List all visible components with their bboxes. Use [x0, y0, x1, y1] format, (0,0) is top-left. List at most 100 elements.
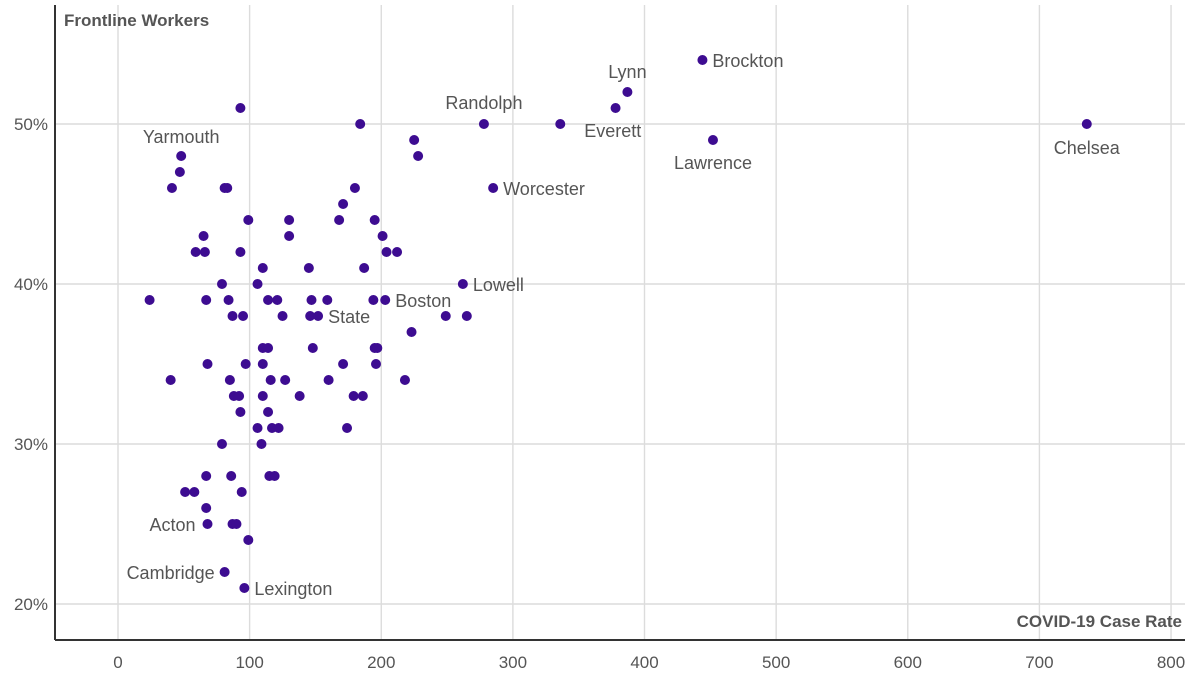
data-point [243, 535, 254, 545]
point-label-boston: Boston [395, 291, 451, 311]
data-point-chelsea [1081, 119, 1092, 129]
data-point [257, 359, 268, 369]
data-point [235, 247, 246, 257]
data-point [284, 231, 295, 241]
data-point [306, 295, 317, 305]
data-point-lowell [457, 279, 468, 289]
data-point [323, 375, 334, 385]
data-point [303, 263, 314, 273]
data-point [413, 151, 424, 161]
data-point [223, 295, 234, 305]
x-tick-label-500: 500 [762, 653, 790, 672]
data-point [202, 359, 213, 369]
data-point [272, 295, 283, 305]
data-point [355, 119, 366, 129]
data-point [377, 231, 388, 241]
y-axis-title: Frontline Workers [64, 11, 209, 30]
point-label-everett: Everett [584, 121, 641, 141]
data-point [165, 375, 176, 385]
data-point [610, 103, 621, 113]
data-point [263, 407, 274, 417]
data-point [256, 439, 267, 449]
data-point-worcester [488, 183, 499, 193]
data-point-brockton [697, 55, 708, 65]
data-point [334, 215, 345, 225]
data-point [199, 247, 210, 257]
data-point [257, 391, 268, 401]
data-point [238, 311, 249, 321]
point-label-acton: Acton [149, 515, 195, 535]
data-point [269, 471, 280, 481]
data-point [252, 279, 263, 289]
x-tick-label-100: 100 [235, 653, 263, 672]
data-point [226, 471, 237, 481]
point-label-lowell: Lowell [473, 275, 524, 295]
data-point [227, 311, 238, 321]
data-point [406, 327, 417, 337]
data-point [370, 359, 381, 369]
data-point [190, 247, 201, 257]
data-point [342, 423, 353, 433]
data-points [144, 55, 1092, 593]
x-tick-label-600: 600 [894, 653, 922, 672]
y-tick-label-50: 50% [14, 115, 48, 134]
data-point-cambridge [219, 567, 230, 577]
data-point [359, 263, 370, 273]
data-point [216, 279, 227, 289]
data-point [201, 503, 212, 513]
data-point [216, 439, 227, 449]
data-point-state [313, 311, 324, 321]
data-point [180, 487, 191, 497]
data-point-boston [380, 295, 391, 305]
data-point [231, 519, 242, 529]
data-point [369, 215, 380, 225]
point-label-lawrence: Lawrence [674, 153, 752, 173]
data-point [338, 199, 349, 209]
data-point [399, 375, 410, 385]
data-point [280, 375, 291, 385]
data-point-yarmouth [176, 151, 187, 161]
point-label-worcester: Worcester [503, 179, 585, 199]
data-point-acton [202, 519, 213, 529]
data-point [201, 471, 212, 481]
data-point [409, 135, 420, 145]
point-label-state: State [328, 307, 370, 327]
data-point [284, 215, 295, 225]
data-point [257, 263, 268, 273]
data-point [240, 359, 251, 369]
data-point [322, 295, 333, 305]
data-point [392, 247, 403, 257]
data-point [236, 487, 247, 497]
point-labels: Chelsea Brockton Lynn Everett Lawrence Randol… [127, 51, 1121, 599]
data-point [307, 343, 318, 353]
point-label-randolph: Randolph [445, 93, 522, 113]
data-point [305, 311, 316, 321]
y-tick-label-40: 40% [14, 275, 48, 294]
data-point [198, 231, 209, 241]
x-tick-label-300: 300 [499, 653, 527, 672]
data-point-lawrence [707, 135, 718, 145]
data-point [357, 391, 368, 401]
x-tick-label-200: 200 [367, 653, 395, 672]
data-point [201, 295, 212, 305]
data-point [294, 391, 305, 401]
data-point-everett [555, 119, 566, 129]
data-point [372, 343, 383, 353]
data-point [235, 407, 246, 417]
data-point [263, 295, 274, 305]
data-point [224, 375, 235, 385]
x-tick-label-0: 0 [113, 653, 122, 672]
data-point-lynn [622, 87, 633, 97]
data-point [252, 423, 263, 433]
data-point [234, 391, 245, 401]
data-point [440, 311, 451, 321]
data-point [265, 375, 276, 385]
data-point [222, 183, 233, 193]
x-tick-label-400: 400 [630, 653, 658, 672]
tick-labels: 0 100 200 300 400 500 600 700 800 20% 30% 40% 50% [14, 115, 1185, 672]
data-point [189, 487, 200, 497]
y-tick-label-30: 30% [14, 435, 48, 454]
data-point [235, 103, 246, 113]
data-point [349, 183, 360, 193]
